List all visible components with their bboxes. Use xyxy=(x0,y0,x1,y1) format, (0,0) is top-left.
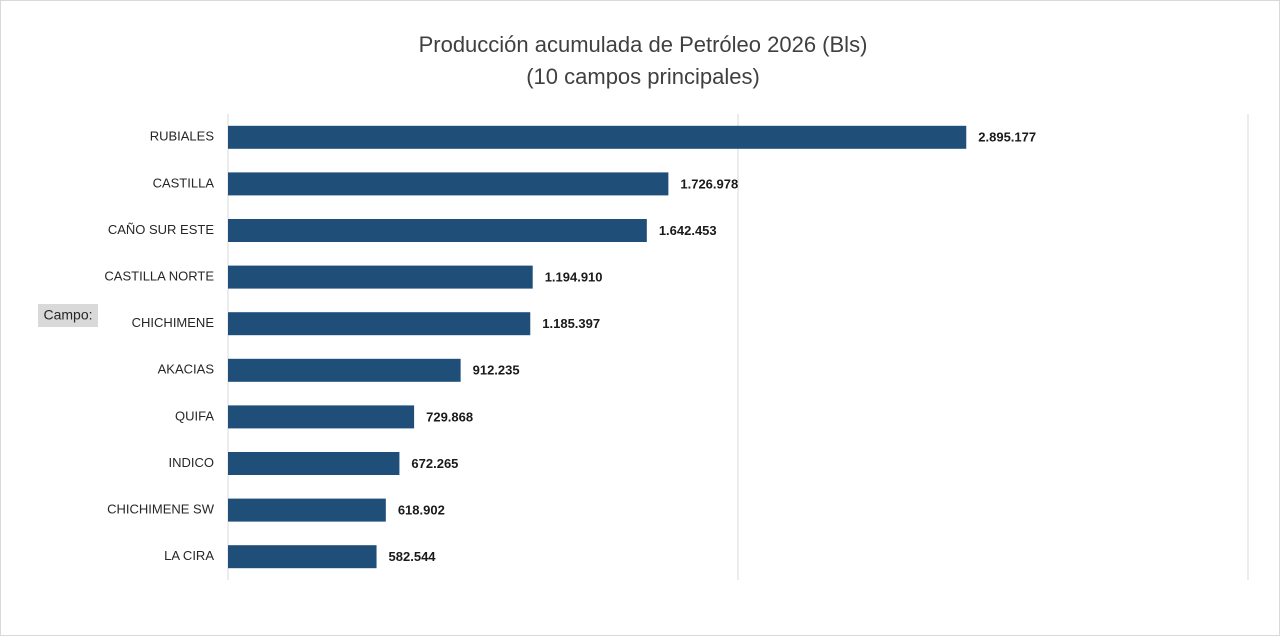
data-label: 582.544 xyxy=(389,549,437,564)
chart-subtitle: (10 campos principales) xyxy=(526,64,760,89)
data-label: 729.868 xyxy=(426,409,473,424)
bar xyxy=(228,125,967,149)
data-label: 1.194.910 xyxy=(545,270,603,285)
bar xyxy=(228,545,377,569)
data-label: 672.265 xyxy=(411,456,458,471)
bar xyxy=(228,358,461,382)
field-button-bg[interactable] xyxy=(38,304,98,327)
y-tick-label: CAÑO SUR ESTE xyxy=(108,222,215,237)
bar xyxy=(228,219,647,242)
field-button[interactable]: Campo: xyxy=(43,307,92,323)
bar xyxy=(228,405,415,429)
bar xyxy=(228,265,533,289)
bar xyxy=(228,452,400,475)
y-tick-label: CHICHIMENE xyxy=(132,315,215,330)
y-tick-label: AKACIAS xyxy=(158,362,215,377)
y-tick-label: CHICHIMENE SW xyxy=(107,502,215,517)
y-tick-label: RUBIALES xyxy=(150,129,215,144)
y-tick-label: LA CIRA xyxy=(164,548,214,563)
data-label: 618.902 xyxy=(398,503,445,518)
y-tick-label: CASTILLA NORTE xyxy=(104,269,214,284)
y-tick-label: INDICO xyxy=(169,455,215,470)
data-label: 912.235 xyxy=(473,363,520,378)
y-tick-label: QUIFA xyxy=(175,408,214,423)
bar xyxy=(228,312,531,336)
data-label: 1.185.397 xyxy=(542,316,600,331)
bar xyxy=(228,172,669,196)
y-tick-label: CASTILLA xyxy=(153,175,215,190)
data-label: 2.895.177 xyxy=(978,130,1036,145)
data-label: 1.642.453 xyxy=(659,223,717,238)
chart-title: Producción acumulada de Petróleo 2026 (B… xyxy=(419,32,868,57)
data-label: 1.726.978 xyxy=(680,176,738,191)
bar xyxy=(228,498,386,522)
